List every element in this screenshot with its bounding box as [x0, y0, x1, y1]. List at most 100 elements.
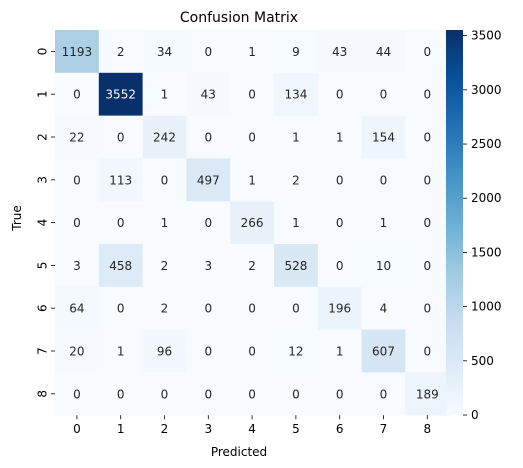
cell-value-label: 2: [292, 173, 300, 187]
heatmap-cell-6-5: [274, 286, 319, 330]
heatmap-cell-1-4: [230, 72, 275, 116]
y-tick-label: 0: [36, 48, 50, 56]
heatmap-cell-3-1: [98, 158, 143, 202]
heatmap-cell-7-5: [274, 329, 319, 373]
heatmap-cell-6-2: [142, 286, 187, 330]
cell-value-label: 0: [423, 173, 431, 187]
heatmap-cell-7-6: [317, 329, 362, 373]
heatmap-cell-5-7: [361, 244, 406, 288]
heatmap-cell-5-3: [186, 244, 231, 288]
heatmap-cell-2-2: [142, 115, 187, 159]
heatmap-cell-3-7: [361, 158, 406, 202]
cell-value-label: 0: [161, 173, 169, 187]
colorbar-tick-label: 3000: [471, 83, 502, 97]
cell-value-label: 458: [109, 259, 132, 273]
cell-value-label: 43: [201, 88, 216, 102]
x-tick-label: 1: [117, 422, 125, 436]
cell-value-label: 0: [336, 387, 344, 401]
heatmap-cell-7-8: [405, 329, 450, 373]
heatmap-cell-2-8: [405, 115, 450, 159]
heatmap-cell-3-2: [142, 158, 187, 202]
cell-value-label: 0: [292, 387, 300, 401]
heatmap-cell-3-3: [186, 158, 231, 202]
y-tick-label: 1: [36, 90, 50, 98]
heatmap-cell-3-5: [274, 158, 319, 202]
cell-value-label: 0: [204, 131, 212, 145]
cell-value-label: 0: [380, 387, 388, 401]
heatmap-cell-3-4: [230, 158, 275, 202]
cell-value-label: 497: [197, 173, 220, 187]
cell-value-label: 0: [73, 173, 81, 187]
x-tick-label: 0: [73, 422, 81, 436]
heatmap-cell-8-7: [361, 372, 406, 416]
x-tick-label: 6: [336, 422, 344, 436]
heatmap-cell-2-5: [274, 115, 319, 159]
chart-title: Confusion Matrix: [180, 10, 298, 26]
x-tick-label: 7: [380, 422, 388, 436]
y-axis-label: True: [10, 205, 24, 232]
cell-value-label: 0: [204, 45, 212, 59]
heatmap-cell-0-7: [361, 30, 406, 74]
heatmap-cell-2-7: [361, 115, 406, 159]
heatmap-cell-7-3: [186, 329, 231, 373]
heatmap-cell-8-0: [55, 372, 100, 416]
colorbar: 0 500 1000 1500 2000 2500 3000 3500: [446, 29, 502, 422]
cell-value-label: 0: [117, 131, 125, 145]
y-tick-label: 8: [36, 390, 50, 398]
cell-value-label: 0: [248, 88, 256, 102]
heatmap-cell-2-1: [98, 115, 143, 159]
cell-value-label: 1193: [62, 45, 93, 59]
heatmap-cell-3-6: [317, 158, 362, 202]
cell-value-label: 3552: [105, 88, 136, 102]
colorbar-tick-label: 1000: [471, 300, 502, 314]
y-axis-ticks: 0 1 2 3 4 5 6 7 8: [36, 48, 55, 398]
heatmap-cell-4-8: [405, 201, 450, 245]
heatmap-cell-2-3: [186, 115, 231, 159]
cell-value-label: 12: [288, 345, 303, 359]
cell-value-label: 196: [328, 302, 351, 316]
cell-value-label: 0: [336, 259, 344, 273]
cell-value-label: 1: [117, 345, 125, 359]
heatmap-cell-5-6: [317, 244, 362, 288]
cell-value-label: 20: [69, 345, 84, 359]
heatmap-cell-1-1: [98, 72, 143, 116]
heatmap-cell-7-4: [230, 329, 275, 373]
cell-value-label: 22: [69, 131, 84, 145]
heatmap-cell-4-6: [317, 201, 362, 245]
heatmap-cell-8-6: [317, 372, 362, 416]
cell-value-label: 2: [161, 302, 169, 316]
cell-value-label: 0: [423, 131, 431, 145]
cell-value-label: 0: [117, 387, 125, 401]
heatmap-cell-4-4: [230, 201, 275, 245]
cell-value-label: 0: [204, 387, 212, 401]
heatmap-cell-0-2: [142, 30, 187, 74]
cell-value-label: 113: [109, 173, 132, 187]
heatmap-cell-6-7: [361, 286, 406, 330]
colorbar-tick-label: 1500: [471, 245, 502, 259]
heatmap-cell-8-3: [186, 372, 231, 416]
cell-value-label: 2: [161, 259, 169, 273]
cell-value-label: 0: [117, 302, 125, 316]
cell-value-label: 607: [372, 345, 395, 359]
heatmap-cell-8-4: [230, 372, 275, 416]
y-tick-label: 7: [36, 347, 50, 355]
heatmap-cell-0-0: [55, 30, 100, 74]
colorbar-tick-label: 2000: [471, 191, 502, 205]
heatmap-cell-6-6: [317, 286, 362, 330]
cell-value-label: 4: [380, 302, 388, 316]
heatmap-cell-5-4: [230, 244, 275, 288]
cell-value-label: 266: [241, 216, 264, 230]
cell-value-label: 242: [153, 131, 176, 145]
heatmap-cell-6-8: [405, 286, 450, 330]
heatmap-cell-0-6: [317, 30, 362, 74]
cell-value-label: 0: [423, 302, 431, 316]
x-tick-label: 4: [248, 422, 256, 436]
cell-value-label: 0: [380, 173, 388, 187]
heatmap-cell-8-8: [405, 372, 450, 416]
cell-value-label: 0: [248, 302, 256, 316]
heatmap-cell-7-7: [361, 329, 406, 373]
heatmap-cell-1-7: [361, 72, 406, 116]
cell-value-label: 34: [157, 45, 172, 59]
cell-value-label: 1: [161, 216, 169, 230]
cell-value-label: 134: [284, 88, 307, 102]
